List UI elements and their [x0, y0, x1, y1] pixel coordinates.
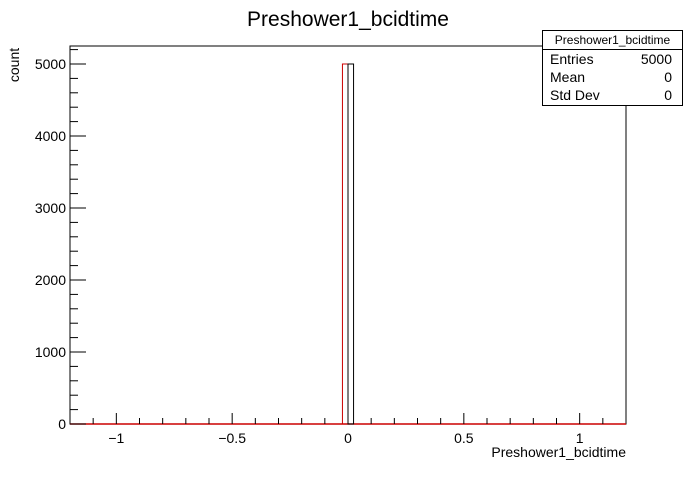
stats-row-stddev: Std Dev 0 [543, 86, 682, 104]
stats-mean-value: 0 [664, 69, 672, 85]
stats-stddev-label: Std Dev [550, 87, 600, 103]
y-tick-label: 1000 [35, 344, 66, 360]
x-axis-label: Preshower1_bcidtime [491, 444, 626, 460]
y-tick-label: 3000 [35, 200, 66, 216]
histogram-bin-0 [341, 63, 349, 425]
stats-box: Preshower1_bcidtime Entries 5000 Mean 0 … [542, 30, 683, 106]
stats-title: Preshower1_bcidtime [543, 31, 682, 50]
stats-entries-label: Entries [550, 51, 594, 67]
stats-row-mean: Mean 0 [543, 68, 682, 86]
y-axis-label: count [6, 48, 22, 82]
stats-stddev-value: 0 [664, 87, 672, 103]
y-tick-label: 0 [58, 416, 66, 432]
chart-title: Preshower1_bcidtime [247, 8, 449, 31]
stats-row-entries: Entries 5000 [543, 50, 682, 68]
stats-mean-label: Mean [550, 69, 586, 85]
histogram-bin-1 [347, 63, 355, 425]
x-tick-label: −0.5 [218, 430, 246, 446]
y-tick-label: 5000 [35, 56, 66, 72]
stats-entries-value: 5000 [640, 51, 672, 67]
x-tick-label: 0 [344, 430, 352, 446]
x-tick-label: 1 [576, 430, 584, 446]
y-tick-label: 4000 [35, 128, 66, 144]
y-tick-label: 2000 [35, 272, 66, 288]
x-tick-label: −1 [108, 430, 124, 446]
chart-marks: 0 1000 2000 3000 4000 5000 −1 −0.5 0 0.5 1 [35, 49, 626, 446]
x-tick-label: 0.5 [454, 430, 474, 446]
